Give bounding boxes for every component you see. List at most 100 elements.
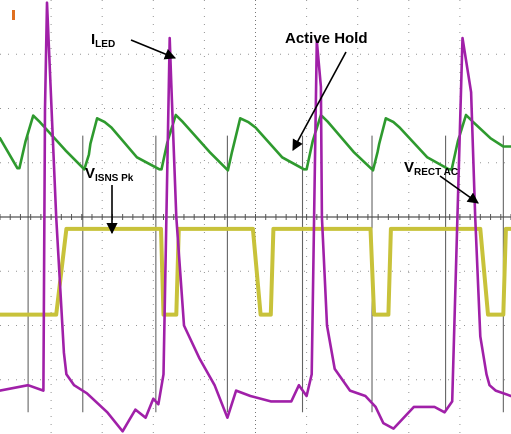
trace-point-v-rect: [269, 400, 272, 403]
trace-point-v-rect: [226, 416, 229, 419]
trace-point-v-rect: [392, 427, 395, 430]
trace-point-i-led: [16, 167, 19, 170]
trace-i-led: [0, 113, 511, 172]
trace-point-v-rect: [461, 37, 464, 39]
trace-point-v-rect: [298, 384, 300, 387]
trace-point-v-rect: [433, 405, 436, 408]
trace-point-v-isns: [504, 228, 507, 230]
trace-point-i-led: [158, 168, 161, 171]
trace-point-v-rect: [374, 405, 377, 408]
trace-point-i-led: [372, 169, 374, 172]
trace-point-v-rect: [62, 351, 65, 354]
trace-point-v-rect: [320, 85, 322, 88]
trace-point-v-rect: [364, 395, 367, 397]
trace-point-v-rect: [168, 37, 171, 39]
trace-point-v-rect: [413, 405, 415, 408]
trace-point-v-isns: [487, 313, 489, 316]
trace-point-i-led: [392, 121, 395, 123]
trace-point-v-isns: [259, 313, 262, 316]
trace-point-v-rect: [290, 400, 293, 403]
trace-point-i-led: [38, 121, 41, 123]
trace-point-i-led: [24, 140, 27, 142]
trace-point-i-led: [352, 151, 355, 153]
trace-point-i-led: [465, 114, 467, 116]
trace-point-i-led: [426, 156, 429, 159]
trace-point-v-rect: [0, 389, 1, 392]
trace-point-v-isns: [479, 228, 482, 230]
trace-point-v-rect: [474, 216, 477, 218]
trace-point-v-rect: [382, 422, 385, 425]
trace-point-i-led: [239, 117, 242, 120]
trace-point-i-led: [89, 142, 92, 145]
trace-point-v-rect: [152, 397, 155, 400]
trace-point-v-rect: [65, 373, 68, 376]
v-isns-pk-label: VISNS Pk: [85, 165, 134, 184]
trace-point-v-rect: [85, 392, 88, 395]
arrow-i-led: [130, 39, 177, 60]
trace-point-i-led: [378, 142, 381, 145]
trace-point-v-rect: [42, 389, 45, 392]
trace-point-i-led: [281, 156, 283, 159]
trigger-position-mark: [12, 10, 15, 20]
trace-point-v-isns: [373, 313, 375, 316]
trace-point-v-isns: [502, 313, 505, 316]
trace-point-v-isns: [269, 313, 272, 316]
trace-point-i-led: [88, 153, 90, 156]
trace-point-i-led: [103, 121, 106, 123]
trace-point-v-isns: [68, 228, 70, 230]
trace-point-i-led: [174, 114, 177, 116]
trace-point-i-led: [231, 151, 233, 153]
trace-point-v-isns: [47, 313, 50, 316]
trace-point-v-rect: [157, 403, 160, 406]
trace-point-v-rect: [479, 335, 482, 338]
trace-point-v-rect: [44, 107, 46, 110]
trace-point-i-led: [450, 168, 453, 171]
trace-point-i-led: [160, 168, 163, 171]
trace-point-v-rect: [213, 384, 216, 387]
i-led-label: ILED: [91, 31, 115, 50]
trace-point-v-rect: [443, 411, 446, 414]
trace-point-i-led: [136, 156, 138, 159]
arrow-active-hold: [292, 51, 347, 151]
annotation-active-hold: Active Hold: [285, 30, 368, 47]
trace-point-i-led: [305, 168, 308, 171]
trace-point-i-led: [489, 137, 492, 140]
trace-point-v-rect: [170, 80, 173, 83]
trace-point-v-rect: [134, 408, 137, 411]
trace-point-i-led: [182, 121, 184, 123]
trace-point-v-rect: [485, 373, 488, 376]
trace-point-v-isns: [55, 313, 58, 316]
trace-point-v-isns: [387, 313, 390, 316]
trace-point-i-led: [32, 114, 35, 117]
trace-point-v-rect: [121, 430, 124, 433]
trace-point-v-isns: [252, 228, 254, 230]
trace-point-v-rect: [106, 411, 109, 414]
v-rect-ac-label: VRECT AC: [404, 159, 458, 178]
trace-point-i-led: [254, 126, 257, 129]
trace-point-v-rect: [55, 216, 58, 218]
trace-point-v-isns: [369, 228, 372, 230]
trace-point-v-rect: [235, 389, 237, 392]
trace-point-i-led: [208, 151, 211, 153]
trace-point-v-isns: [0, 313, 1, 316]
trace-point-i-led: [64, 149, 67, 152]
trace-point-i-led: [398, 126, 401, 129]
trace-point-i-led: [96, 117, 98, 120]
trace-point-v-rect: [310, 373, 313, 376]
trace-point-v-rect: [470, 91, 473, 94]
trace-point-i-led: [311, 140, 314, 142]
trace-point-i-led: [0, 137, 1, 140]
trace-point-v-rect: [162, 373, 165, 376]
trace-point-v-rect: [333, 368, 336, 370]
trace-point-i-led: [376, 151, 379, 153]
trace-point-v-rect: [451, 400, 454, 403]
annotation-i-led: ILED: [91, 31, 115, 50]
annotation-v-rect-ac: VRECT AC: [404, 159, 458, 178]
trace-point-v-rect: [183, 324, 185, 327]
trace-point-v-isns: [175, 313, 178, 316]
trace-point-v-rect: [349, 389, 351, 392]
trace-point-i-led: [18, 167, 21, 170]
trace-point-i-led: [327, 121, 329, 123]
trace-point-v-rect: [27, 384, 30, 387]
